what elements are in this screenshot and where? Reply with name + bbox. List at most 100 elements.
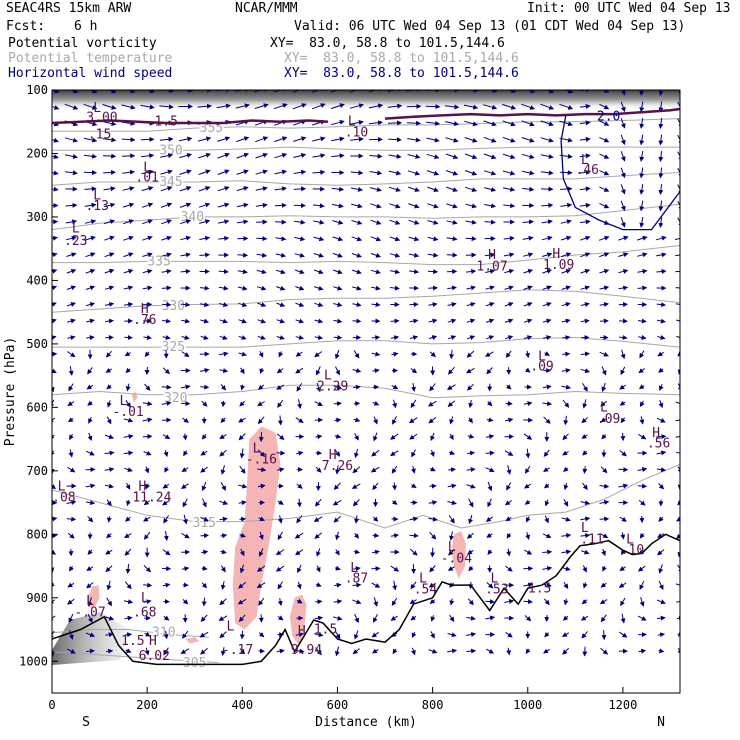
wind-vector-767 [411, 449, 416, 458]
wind-vector-90 [464, 120, 478, 127]
wind-vector-582 [125, 367, 131, 374]
wind-vector-855 [143, 500, 151, 506]
wind-vector-1064 [237, 598, 247, 605]
wind-vector-492 [352, 318, 362, 324]
wind-vector-706 [543, 416, 551, 424]
wind-vector-1051 [639, 580, 645, 591]
wind-vector-249 [255, 202, 268, 208]
wind-vector-264 [541, 202, 554, 208]
wind-vector-697 [373, 416, 378, 425]
wind-vector-244 [160, 202, 173, 208]
wind-vector-391 [370, 269, 381, 275]
wind-vector-6 [163, 90, 175, 93]
wind-vector-1149 [561, 632, 570, 637]
wind-vector-1169 [295, 648, 305, 654]
valid-time: Valid: 06 UTC Wed 04 Sep 13 (01 CDT Wed … [294, 19, 686, 34]
wind-vector-761 [296, 450, 304, 456]
wind-vector-1105 [373, 613, 378, 623]
wind-vector-517 [181, 335, 190, 340]
wind-vector-1047 [563, 581, 569, 589]
wind-vector-123 [445, 137, 459, 143]
wind-vector-63 [599, 103, 610, 110]
wind-vector-326 [427, 236, 439, 242]
wind-vector-269 [639, 200, 645, 212]
pv-label-35: H [138, 480, 146, 495]
wind-vector-571 [562, 351, 571, 357]
wind-vector-806 [506, 465, 512, 475]
wind-vector-176 [160, 169, 173, 175]
wind-vector-253 [331, 203, 344, 209]
wind-vector-50 [349, 103, 364, 109]
wind-vector-482 [162, 318, 172, 324]
wind-vector-965 [295, 549, 304, 556]
wind-vector-760 [276, 450, 286, 456]
wind-vector-347 [180, 252, 191, 258]
wind-vector-1086 [656, 599, 666, 605]
wind-vector-199 [599, 169, 610, 176]
wind-vector-566 [466, 350, 475, 358]
wind-vector-502 [542, 318, 552, 324]
wind-vector-755 [183, 450, 188, 457]
wind-vector-990 [125, 564, 131, 574]
wind-vector-626 [316, 382, 321, 393]
wind-vector-667 [447, 400, 456, 407]
wind-vector-560 [353, 350, 360, 359]
wind-vector-943 [525, 531, 531, 540]
wind-vector-0 [52, 90, 60, 94]
wind-vector-1078 [504, 599, 515, 604]
pv-label-55: -.17 [222, 643, 253, 658]
pv-label-24: -.01 [112, 405, 143, 420]
wind-vector-213 [217, 186, 230, 192]
wind-vector-159 [483, 153, 497, 160]
wind-vector-645 [677, 383, 680, 392]
wind-vector-807 [524, 465, 531, 474]
pv-label-54: L [226, 619, 234, 634]
wind-vector-916 [658, 516, 664, 522]
wind-vector-240 [84, 202, 97, 208]
wind-vector-1171 [334, 646, 340, 657]
wind-vector-924 [163, 531, 169, 541]
pv-label-61: 6.02 [139, 649, 170, 664]
wind-vector-1040 [428, 582, 436, 588]
wind-vector-1018 [658, 564, 664, 574]
wind-vector-1097 [218, 615, 228, 621]
wind-vector-741 [562, 433, 569, 441]
wind-vector-640 [582, 382, 588, 392]
wind-vector-278 [161, 219, 173, 225]
wind-vector-1176 [428, 648, 438, 654]
wind-vector-426 [390, 285, 400, 291]
wind-vector-1181 [525, 648, 531, 654]
field-xy-theta: XY= 83.0, 58.8 to 101.5,144.6 [284, 51, 519, 66]
wind-vector-124 [464, 137, 478, 143]
pv-label-34: .08 [52, 491, 75, 506]
y-axis-label: Pressure (hPa) [3, 337, 18, 447]
pv-label-27: H [652, 426, 660, 441]
wind-vector-248 [236, 202, 249, 208]
wind-vector-254 [351, 203, 363, 209]
wind-vector-820 [125, 482, 131, 490]
wind-vector-169 [677, 151, 680, 162]
wind-vector-370 [618, 252, 629, 258]
wind-vector-929 [258, 531, 264, 541]
wind-vector-994 [201, 565, 208, 571]
wind-vector-477 [67, 318, 76, 324]
wind-vector-405 [637, 268, 648, 274]
wind-vector-365 [522, 252, 534, 258]
wind-vector-1116 [580, 615, 589, 621]
wind-vector-291 [408, 219, 420, 225]
wind-vector-724 [238, 433, 246, 441]
pv-contour-1 [384, 107, 680, 120]
wind-vector-812 [618, 467, 629, 473]
wind-vector-509 [676, 318, 680, 324]
wind-vector-569 [525, 350, 531, 359]
wind-vector-722 [201, 433, 207, 440]
wind-vector-840 [506, 482, 512, 491]
wind-vector-140 [121, 153, 136, 159]
wind-vector-1183 [562, 647, 570, 655]
wind-vector-226 [465, 186, 478, 192]
wind-vector-1091 [104, 615, 115, 621]
wind-vector-318 [275, 236, 287, 242]
theta-label-350: 350 [159, 143, 182, 158]
pv-fill-region-5 [185, 637, 200, 644]
wind-vector-39 [140, 104, 155, 110]
